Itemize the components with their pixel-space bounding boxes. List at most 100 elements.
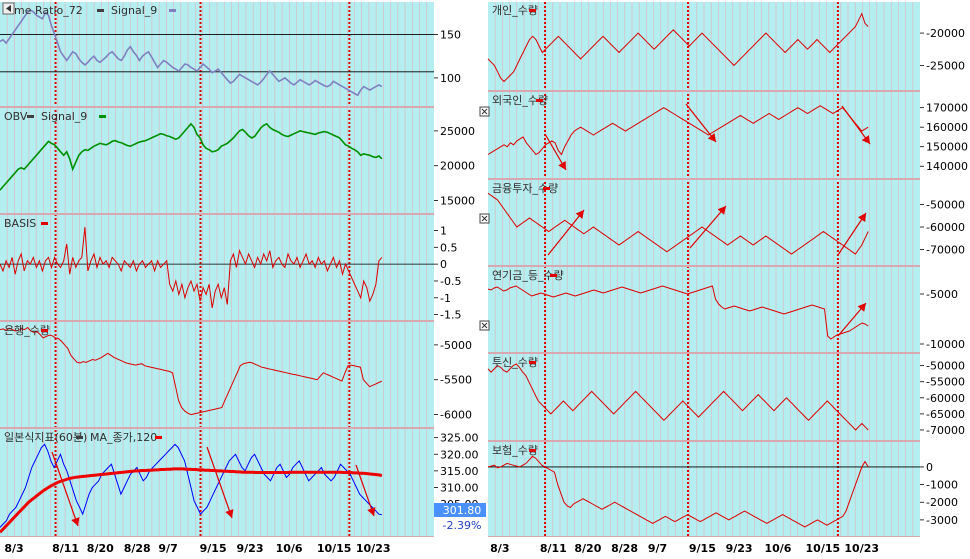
legend-label: 개인_수량 (492, 4, 538, 17)
legend-swatch (543, 187, 550, 190)
x-tick-label: 8/11 (52, 542, 79, 555)
y-tick-label: -55000 (926, 376, 965, 389)
series-line-financial-investment-volume-0 (487, 192, 869, 255)
series-line-basis-0 (0, 227, 383, 308)
y-tick-label: -1.5 (440, 309, 461, 322)
y-tick-label: -5500 (440, 374, 472, 387)
x-tick-label: 10/6 (764, 542, 791, 555)
x-tick-label: 9/15 (689, 542, 716, 555)
legend-swatch (536, 99, 543, 102)
trend-arrow-head (861, 135, 870, 144)
panel-close-icon[interactable] (479, 106, 490, 117)
y-tick-label: -25000 (926, 59, 965, 72)
legend-label: MA_종가,120 (90, 431, 157, 444)
x-tick-label: 8/3 (4, 542, 23, 555)
y-tick-label: -70000 (926, 244, 965, 257)
y-tick-label: -1000 (926, 479, 958, 492)
legend-label: OBV (4, 110, 28, 123)
legend-swatch (27, 115, 34, 118)
x-tick-label: 10/6 (276, 542, 303, 555)
y-tick-label: 170000 (926, 102, 968, 115)
y-tick-label: -5000 (926, 288, 958, 301)
y-tick-label: 315.00 (440, 465, 479, 478)
x-tick-label: 10/15 (317, 542, 352, 555)
trend-arrow (689, 205, 727, 249)
legend-label: Signal_9 (41, 110, 87, 123)
y-tick-label: -50000 (926, 360, 965, 373)
panel-close-icon[interactable] (479, 213, 490, 224)
legend-label: 외국인_수량 (492, 94, 548, 107)
x-tick-label: 8/20 (87, 542, 114, 555)
legend-label: lume Ratio_72 (4, 4, 83, 17)
y-tick-label: -10000 (926, 338, 965, 351)
legend-label: 보험_수량 (492, 444, 538, 457)
y-tick-label: 0 (926, 461, 933, 474)
y-tick-label: -3000 (926, 514, 958, 527)
y-tick-label: 100 (440, 72, 461, 85)
y-tick-label: -0.5 (440, 275, 461, 288)
x-axis-strip (0, 537, 970, 555)
series-line-bank-volume-0 (0, 326, 383, 416)
legend-label: 투신_수량 (492, 356, 538, 369)
panel-close-icon[interactable] (479, 320, 490, 331)
y-tick-label: -60000 (926, 392, 965, 405)
x-tick-label: 10/15 (806, 542, 841, 555)
legend-swatch (41, 329, 48, 332)
x-tick-label: 9/23 (726, 542, 753, 555)
trend-arrow-head (857, 303, 866, 312)
series-line-pension-volume-0 (487, 285, 869, 340)
trend-arrow (51, 451, 79, 527)
legend-label: Signal_9 (111, 4, 157, 17)
legend-swatch (529, 449, 536, 452)
x-axis-labels: 8/3 8/3 8/11 8/11 8/20 8/20 8/28 8/28 9/7 9/7 9/15… (0, 537, 970, 555)
x-tick-label: 10/23 (356, 542, 391, 555)
x-tick-label: 8/28 (611, 542, 638, 555)
y-tick-label: 150 (440, 28, 461, 41)
legend-swatch (155, 436, 162, 439)
trend-arrow (685, 103, 717, 143)
series-line-trust-volume-0 (487, 363, 869, 431)
y-tick-label: -65000 (926, 408, 965, 421)
y-tick-label: -1 (440, 292, 451, 305)
x-tick-label: 9/15 (200, 542, 227, 555)
trend-arrow-head (707, 133, 716, 142)
legend-swatch (169, 9, 176, 12)
x-tick-label: 9/23 (237, 542, 264, 555)
series-line-nikkei-60min-1 (0, 467, 383, 534)
y-tick-label: 160000 (926, 121, 968, 134)
legend-label: 은행_수량 (4, 324, 50, 337)
y-tick-label: 25000 (440, 125, 475, 138)
trend-arrow-head (858, 213, 866, 222)
trend-arrow-head (225, 509, 234, 518)
last-price-box (434, 503, 486, 517)
x-tick-label: 10/23 (844, 542, 879, 555)
last-price-value: 301.80 (443, 504, 482, 517)
series-line-individual-volume-0 (487, 12, 869, 83)
trend-arrow-head (575, 210, 584, 219)
x-tick-label: 8/28 (124, 542, 151, 555)
y-tick-label: -60000 (926, 221, 965, 234)
y-tick-label: -6000 (440, 409, 472, 422)
legend-swatch (99, 115, 106, 118)
collapse-icon[interactable] (2, 2, 15, 15)
y-tick-label: -70000 (926, 424, 965, 437)
legend-swatch (97, 9, 104, 12)
trend-arrow (355, 464, 375, 517)
y-tick-label: 325.00 (440, 432, 479, 445)
series-line-volume-ratio-0 (0, 9, 383, 97)
y-tick-label: 0.5 (440, 241, 458, 254)
legend-label: 금융투자_수량 (492, 182, 558, 195)
y-tick-label: -2000 (926, 496, 958, 509)
trend-arrow-head (558, 161, 566, 170)
y-tick-label: 150000 (926, 141, 968, 154)
legend-label: BASIS (4, 217, 36, 230)
trend-arrow-head (717, 206, 726, 215)
legend-swatch (529, 9, 536, 12)
trend-arrow (837, 212, 867, 256)
legend-label: 일본식지표(60분) (4, 430, 87, 444)
x-tick-label: 9/7 (158, 542, 177, 555)
legend-swatch (41, 222, 48, 225)
last-price-change: -2.39% (443, 519, 482, 532)
